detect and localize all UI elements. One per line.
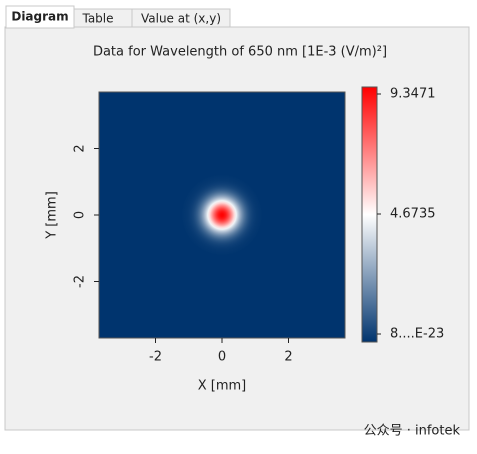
colorbar-tick-label: 4.6735 xyxy=(390,207,436,222)
tab-label[interactable]: Diagram xyxy=(11,10,68,24)
intensity-spot xyxy=(181,174,263,256)
y-tick-label: 0 xyxy=(73,211,88,219)
x-axis-label: X [mm] xyxy=(198,379,247,394)
x-tick-label: -2 xyxy=(149,350,162,365)
colorbar-tick-label: 8....E-23 xyxy=(390,327,444,342)
tab-label[interactable]: Value at (x,y) xyxy=(141,12,221,26)
y-tick-label: 2 xyxy=(73,144,88,152)
x-tick-label: 2 xyxy=(284,350,292,365)
tab-label[interactable]: Table xyxy=(81,12,113,26)
y-tick-label: -2 xyxy=(73,275,88,288)
tab[interactable] xyxy=(131,8,231,28)
colorbar xyxy=(361,86,378,343)
chart-title: Data for Wavelength of 650 nm [1E-3 (V/m… xyxy=(93,45,387,60)
watermark: 公众号 · infotek xyxy=(364,424,461,439)
colorbar-tick-label: 9.3471 xyxy=(390,87,436,102)
y-axis-label: Y [mm] xyxy=(45,191,60,240)
x-tick-label: 0 xyxy=(218,350,226,365)
